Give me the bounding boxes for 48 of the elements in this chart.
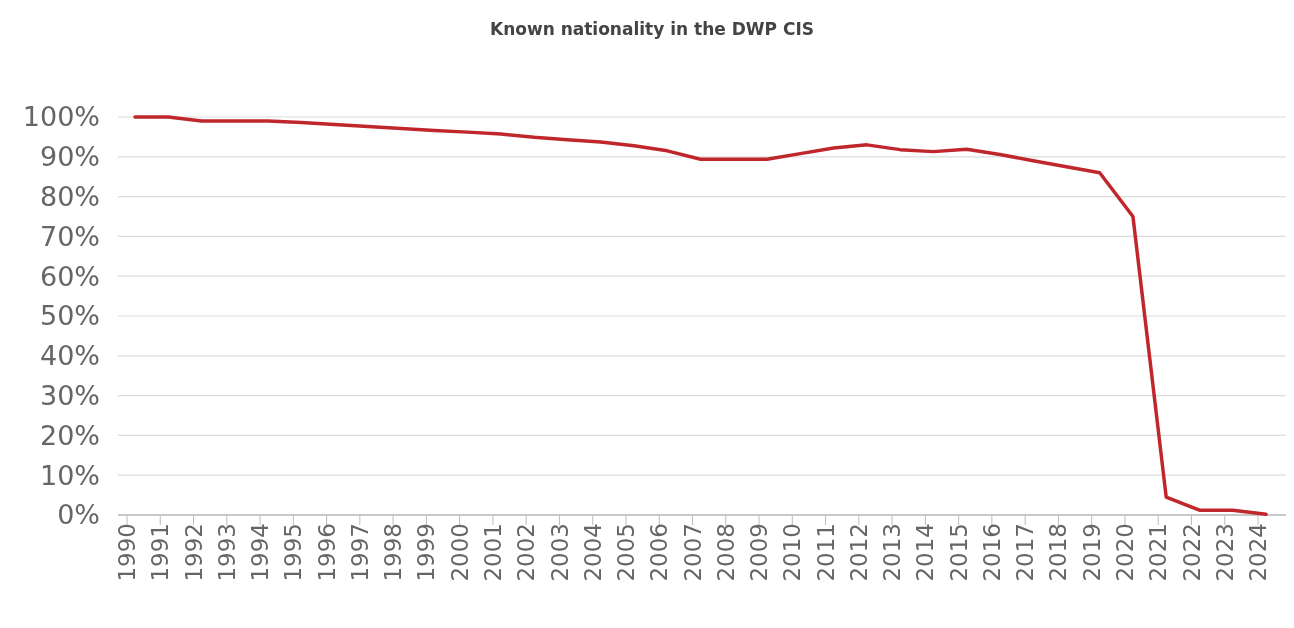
x-tick-label: 2003: [546, 523, 573, 582]
x-tick-label: 2006: [646, 523, 673, 582]
y-tick-label: 30%: [39, 380, 100, 412]
x-tick-label: 2022: [1178, 523, 1205, 582]
y-tick-label: 80%: [39, 181, 100, 213]
x-tick-label: 2010: [779, 523, 806, 582]
x-tick-label: 2024: [1245, 523, 1272, 582]
x-tick-label: 1994: [247, 523, 274, 582]
x-tick-label: 1993: [213, 523, 240, 582]
y-tick-label: 90%: [39, 141, 100, 173]
x-tick-label: 2020: [1111, 523, 1138, 582]
y-tick-label: 100%: [22, 101, 100, 133]
x-tick-label: 2011: [812, 523, 839, 582]
y-tick-label: 70%: [39, 220, 100, 252]
x-tick-label: 1991: [147, 523, 174, 582]
chart-title: Known nationality in the DWP CIS: [489, 19, 815, 39]
x-tick-label: 2014: [912, 523, 939, 582]
x-tick-label: 2009: [746, 523, 773, 582]
y-tick-label: 40%: [39, 340, 100, 372]
y-tick-label: 0%: [57, 499, 100, 531]
x-tick-label: 2012: [845, 523, 872, 582]
x-tick-label: 2023: [1211, 523, 1238, 582]
y-tick-label: 10%: [39, 459, 100, 491]
x-tick-label: 1995: [280, 523, 307, 582]
x-tick-label: 2021: [1145, 523, 1172, 582]
x-tick-label: 2007: [679, 523, 706, 582]
x-tick-label: 1997: [346, 523, 373, 582]
x-tick-label: 2005: [613, 523, 640, 582]
x-tick-label: 2019: [1078, 523, 1105, 582]
x-tick-label: 2000: [446, 523, 473, 582]
x-tick-label: 1999: [413, 523, 440, 582]
x-tick-label: 2004: [579, 523, 606, 582]
x-tick-label: 2002: [513, 523, 540, 582]
x-tick-label: 1998: [380, 523, 407, 582]
x-tick-label: 2016: [978, 523, 1005, 582]
x-tick-label: 2018: [1045, 523, 1072, 582]
x-tick-label: 2008: [712, 523, 739, 582]
y-tick-label: 60%: [39, 260, 100, 292]
x-tick-label: 1996: [313, 523, 340, 582]
y-tick-label: 20%: [39, 419, 100, 451]
x-tick-label: 2015: [945, 523, 972, 582]
x-tick-label: 1990: [114, 523, 141, 582]
line-series: [133, 115, 1268, 516]
y-tick-label: 50%: [39, 300, 100, 332]
x-tick-label: 1992: [180, 523, 207, 582]
x-tick-label: 2001: [479, 523, 506, 582]
x-tick-label: 2017: [1012, 523, 1039, 582]
x-tick-label: 2013: [879, 523, 906, 582]
